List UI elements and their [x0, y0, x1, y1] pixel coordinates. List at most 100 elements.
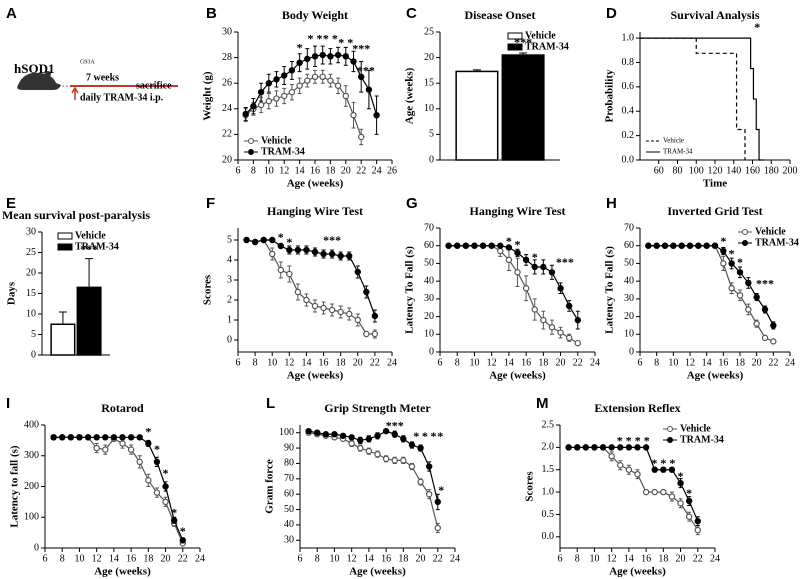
marker — [320, 304, 327, 312]
x-tick-label: 8 — [315, 553, 320, 564]
marker — [557, 329, 564, 336]
marker — [720, 260, 727, 267]
marker — [685, 513, 693, 520]
marker — [634, 444, 641, 451]
legend-label: Vehicle — [525, 30, 556, 41]
panel: G Hanging Wire Test 0 10 20 30 40 50 60 70 6 8 10 12 1… — [404, 195, 600, 382]
marker — [417, 478, 424, 486]
y-tick-label: 40 — [624, 275, 634, 286]
marker — [304, 77, 311, 84]
y-tick-label: 60 — [624, 240, 634, 251]
legend-swatch — [507, 43, 523, 51]
panel-letter: M — [536, 395, 549, 412]
x-tick-label: 18 — [325, 165, 335, 176]
y-tick-label: 100 — [279, 427, 294, 438]
mutation-label: G93A — [80, 59, 95, 65]
marker — [557, 285, 564, 292]
marker — [273, 95, 280, 102]
x-tick-label: 14 — [702, 357, 712, 368]
x-tick-label: 16 — [126, 553, 136, 564]
significance: * — [171, 505, 177, 519]
x-tick-label: 24 — [387, 357, 397, 368]
x-tick-label: 12 — [347, 553, 357, 564]
legend-label: TRAM-34 — [525, 41, 569, 52]
marker — [548, 269, 556, 276]
chart-title: Survival Analysis — [670, 8, 759, 22]
marker — [286, 246, 293, 254]
marker — [136, 458, 143, 466]
marker — [391, 457, 398, 464]
marker — [720, 247, 727, 255]
marker — [294, 246, 302, 254]
x-tick-label: 80 — [673, 165, 683, 176]
bar — [455, 70, 499, 161]
y-tick-label: 0.6 — [622, 81, 635, 92]
chart-title: Rotarod — [101, 401, 144, 415]
panel: H Inverted Grid Test 0 10 20 30 40 50 60 70 6 8 10 12… — [604, 195, 799, 382]
y-tick-label: 10 — [26, 308, 36, 319]
y-axis-label: Weight (g) — [202, 71, 214, 121]
legend-swatch — [57, 232, 73, 240]
y-tick-label: 15 — [26, 288, 36, 299]
y-tick-label: 0 — [429, 154, 434, 165]
marker — [358, 73, 365, 81]
x-tick-label: 14 — [301, 357, 311, 368]
marker — [346, 252, 353, 260]
marker — [505, 256, 513, 264]
marker — [127, 434, 135, 441]
marker — [645, 242, 652, 249]
significance: * — [286, 235, 292, 249]
marker — [265, 97, 272, 105]
y-tick-label: 30 — [624, 293, 634, 304]
x-tick-label: 22 — [433, 553, 443, 564]
y-tick-label: 20 — [424, 52, 434, 63]
marker — [728, 285, 735, 292]
panel-letter: C — [406, 5, 417, 22]
marker — [634, 471, 641, 478]
x-tick-label: 6 — [43, 553, 48, 564]
series-line — [568, 446, 699, 522]
x-tick-label: 20 — [416, 553, 426, 564]
x-tick-label: 6 — [558, 553, 563, 564]
marker — [328, 250, 336, 258]
x-tick-label: 14 — [109, 553, 119, 564]
marker — [67, 434, 75, 441]
panel-letter: G — [406, 195, 418, 212]
legend-swatch — [507, 32, 523, 40]
panel-letter: E — [6, 195, 16, 212]
marker — [617, 462, 624, 469]
x-tick-label: 20 — [161, 553, 171, 564]
marker — [251, 238, 259, 246]
bar — [50, 323, 76, 356]
x-tick-label: 22 — [768, 357, 778, 368]
y-tick-label: 70 — [424, 222, 434, 233]
marker — [346, 310, 353, 318]
y-tick-label: 30 — [284, 535, 294, 546]
y-tick-label: 3 — [227, 274, 232, 285]
marker — [651, 466, 658, 473]
x-tick-label: 14 — [295, 165, 305, 176]
y-axis-label: Latency to fall (s) — [9, 445, 21, 528]
x-tick-label: 12 — [685, 357, 695, 368]
y-axis-label: Scores — [524, 471, 536, 502]
y-tick-label: 60 — [284, 488, 294, 499]
significance: * * * * — [617, 434, 650, 448]
marker — [179, 537, 186, 544]
significance: * — [163, 466, 169, 480]
error-bar — [472, 69, 481, 72]
y-tick-label: 0 — [34, 542, 39, 553]
marker — [770, 338, 777, 345]
marker — [761, 306, 769, 313]
significance: *** — [386, 418, 404, 432]
panel-letter: L — [266, 395, 275, 412]
marker — [269, 250, 276, 258]
marker — [357, 444, 364, 452]
significance: * — [438, 483, 444, 497]
marker — [488, 242, 495, 249]
x-tick-label: 180 — [764, 165, 779, 176]
x-tick-label: 22 — [693, 553, 703, 564]
panel-letter: F — [206, 195, 215, 212]
legend-marker — [667, 437, 673, 443]
legend-marker — [742, 229, 748, 235]
